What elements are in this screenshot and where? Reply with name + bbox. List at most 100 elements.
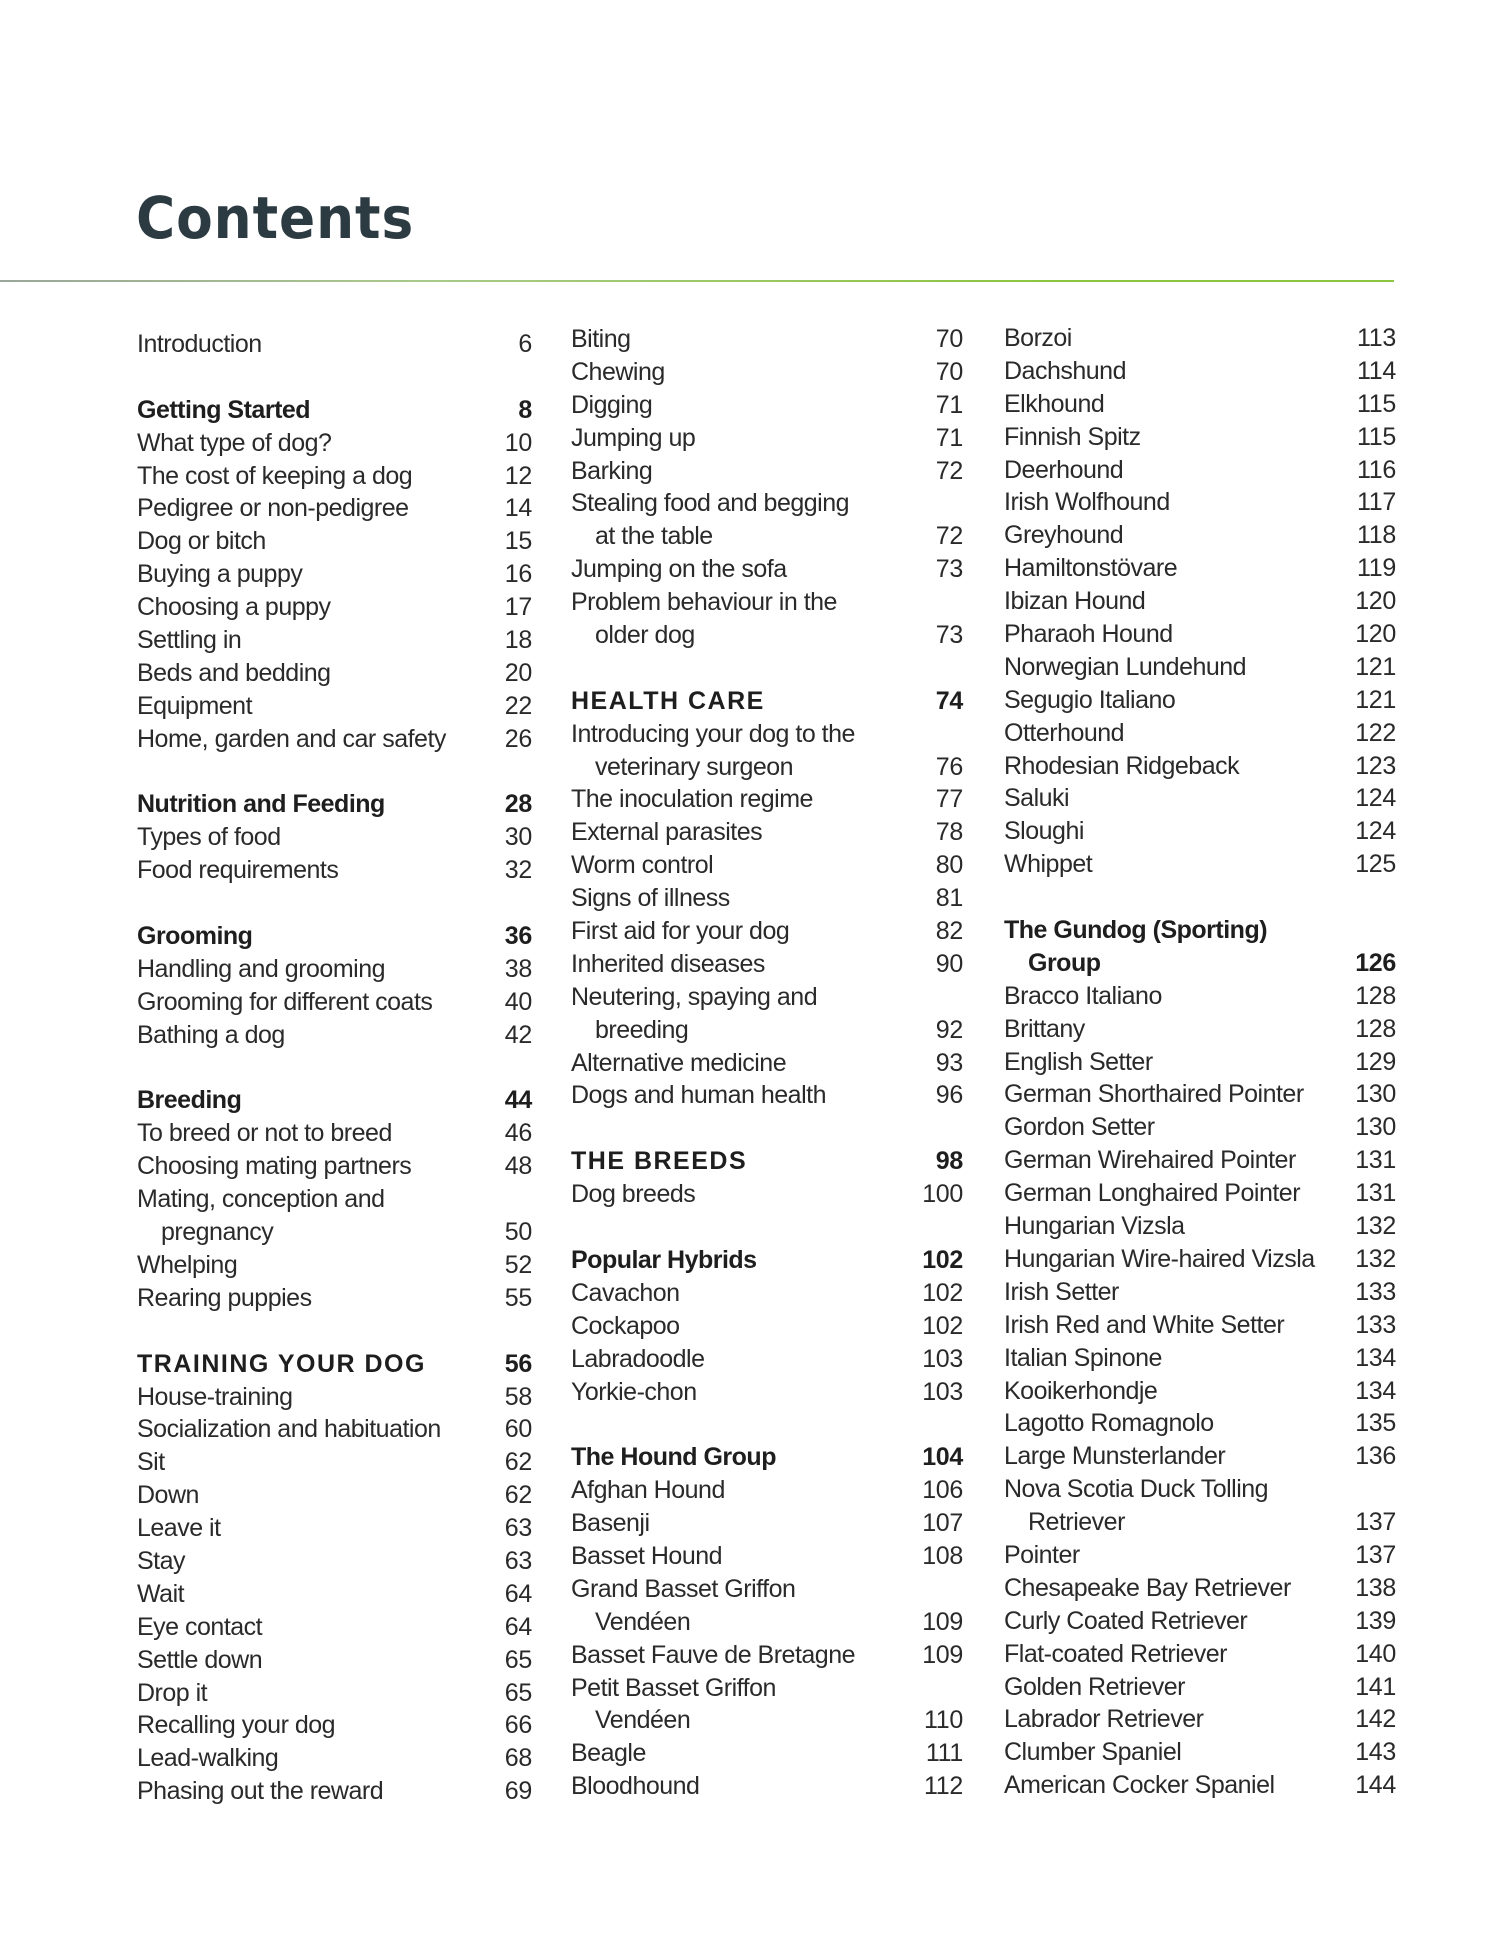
toc-entry[interactable]: Food requirements 32 (137, 854, 532, 887)
toc-entry[interactable]: German Longhaired Pointer 131 (1004, 1177, 1396, 1210)
toc-entry[interactable]: Bloodhound 112 (571, 1770, 963, 1803)
toc-entry[interactable]: Biting 70 (571, 323, 963, 356)
toc-entry[interactable]: German Wirehaired Pointer 131 (1004, 1144, 1396, 1177)
toc-entry[interactable]: Dog or bitch 15 (137, 525, 532, 558)
toc-entry[interactable]: Chesapeake Bay Retriever 138 (1004, 1572, 1396, 1605)
toc-entry[interactable]: Saluki 124 (1004, 782, 1396, 815)
toc-entry[interactable]: Greyhound 118 (1004, 519, 1396, 552)
toc-section-heading[interactable]: THE BREEDS 98 (571, 1145, 963, 1178)
toc-entry[interactable]: Yorkie-chon 103 (571, 1376, 963, 1409)
toc-entry[interactable]: Stealing food and begging (571, 487, 963, 520)
toc-entry[interactable]: Problem behaviour in the (571, 586, 963, 619)
toc-entry[interactable]: Inherited diseases 90 (571, 948, 963, 981)
toc-entry[interactable]: Irish Red and White Setter 133 (1004, 1309, 1396, 1342)
toc-entry[interactable]: Clumber Spaniel 143 (1004, 1736, 1396, 1769)
toc-entry[interactable]: Golden Retriever 141 (1004, 1671, 1396, 1704)
toc-entry[interactable]: Mating, conception and (137, 1183, 532, 1216)
toc-entry[interactable]: Ibizan Hound 120 (1004, 585, 1396, 618)
toc-entry[interactable]: Deerhound 116 (1004, 454, 1396, 487)
toc-entry[interactable]: American Cocker Spaniel 144 (1004, 1769, 1396, 1802)
toc-entry[interactable]: Equipment 22 (137, 690, 532, 723)
toc-entry[interactable]: Kooikerhondje 134 (1004, 1375, 1396, 1408)
toc-entry[interactable]: Stay 63 (137, 1545, 532, 1578)
toc-entry[interactable]: Brittany 128 (1004, 1013, 1396, 1046)
toc-entry[interactable]: Lead-walking 68 (137, 1742, 532, 1775)
toc-entry[interactable]: Rearing puppies 55 (137, 1282, 532, 1315)
toc-entry[interactable]: Hungarian Wire-haired Vizsla 132 (1004, 1243, 1396, 1276)
toc-entry[interactable]: Dog breeds 100 (571, 1178, 963, 1211)
toc-entry[interactable]: Eye contact 64 (137, 1611, 532, 1644)
toc-entry[interactable]: To breed or not to breed 46 (137, 1117, 532, 1150)
toc-entry[interactable]: Retriever 137 (1004, 1506, 1396, 1539)
toc-entry[interactable]: Buying a puppy 16 (137, 558, 532, 591)
toc-entry[interactable]: Bracco Italiano 128 (1004, 980, 1396, 1013)
toc-entry[interactable]: pregnancy 50 (137, 1216, 532, 1249)
toc-entry[interactable]: Labrador Retriever 142 (1004, 1703, 1396, 1736)
toc-section-heading[interactable]: The Hound Group 104 (571, 1441, 963, 1474)
toc-entry[interactable]: Drop it 65 (137, 1677, 532, 1710)
toc-entry[interactable]: Handling and grooming 38 (137, 953, 532, 986)
toc-entry[interactable]: Settle down 65 (137, 1644, 532, 1677)
toc-entry[interactable]: Otterhound 122 (1004, 717, 1396, 750)
toc-entry[interactable]: Irish Wolfhound 117 (1004, 486, 1396, 519)
toc-entry[interactable]: Hungarian Vizsla 132 (1004, 1210, 1396, 1243)
toc-section-heading[interactable]: Group 126 (1004, 947, 1396, 980)
toc-entry[interactable]: Borzoi 113 (1004, 322, 1396, 355)
toc-entry[interactable]: Elkhound 115 (1004, 388, 1396, 421)
toc-entry[interactable]: Vendéen 110 (571, 1704, 963, 1737)
toc-entry[interactable]: Pharaoh Hound 120 (1004, 618, 1396, 651)
toc-entry[interactable]: Norwegian Lundehund 121 (1004, 651, 1396, 684)
toc-entry[interactable]: Phasing out the reward 69 (137, 1775, 532, 1808)
toc-entry[interactable]: Worm control 80 (571, 849, 963, 882)
toc-entry[interactable]: Basenji 107 (571, 1507, 963, 1540)
toc-entry[interactable]: Introduction 6 (137, 328, 532, 361)
toc-entry[interactable]: Pointer 137 (1004, 1539, 1396, 1572)
toc-entry[interactable]: Dachshund 114 (1004, 355, 1396, 388)
toc-entry[interactable]: Socialization and habituation 60 (137, 1413, 532, 1446)
toc-entry[interactable]: German Shorthaired Pointer 130 (1004, 1078, 1396, 1111)
toc-entry[interactable]: Grooming for different coats 40 (137, 986, 532, 1019)
toc-entry[interactable]: Jumping on the sofa 73 (571, 553, 963, 586)
toc-entry[interactable]: Chewing 70 (571, 356, 963, 389)
toc-entry[interactable]: First aid for your dog 82 (571, 915, 963, 948)
toc-entry[interactable]: Rhodesian Ridgeback 123 (1004, 750, 1396, 783)
toc-entry[interactable]: Basset Hound 108 (571, 1540, 963, 1573)
toc-entry[interactable]: Leave it 63 (137, 1512, 532, 1545)
toc-entry[interactable]: Signs of illness 81 (571, 882, 963, 915)
toc-entry[interactable]: breeding 92 (571, 1014, 963, 1047)
toc-entry[interactable]: Barking 72 (571, 455, 963, 488)
toc-entry[interactable]: Basset Fauve de Bretagne 109 (571, 1639, 963, 1672)
toc-entry[interactable]: Vendéen 109 (571, 1606, 963, 1639)
toc-section-heading[interactable]: Breeding 44 (137, 1084, 532, 1117)
toc-section-heading[interactable]: Nutrition and Feeding 28 (137, 788, 532, 821)
toc-entry[interactable]: Curly Coated Retriever 139 (1004, 1605, 1396, 1638)
toc-entry[interactable]: Dogs and human health 96 (571, 1079, 963, 1112)
toc-entry[interactable]: Choosing a puppy 17 (137, 591, 532, 624)
toc-section-heading[interactable]: TRAINING YOUR DOG 56 (137, 1348, 532, 1381)
toc-entry[interactable]: Cavachon 102 (571, 1277, 963, 1310)
toc-entry[interactable]: Finnish Spitz 115 (1004, 421, 1396, 454)
toc-section-heading[interactable]: HEALTH CARE 74 (571, 685, 963, 718)
toc-entry[interactable]: Gordon Setter 130 (1004, 1111, 1396, 1144)
toc-entry[interactable]: Types of food 30 (137, 821, 532, 854)
toc-entry[interactable]: Whippet 125 (1004, 848, 1396, 881)
toc-section-heading[interactable]: Grooming 36 (137, 920, 532, 953)
toc-entry[interactable]: Beagle 111 (571, 1737, 963, 1770)
toc-entry[interactable]: Down 62 (137, 1479, 532, 1512)
toc-entry[interactable]: Lagotto Romagnolo 135 (1004, 1407, 1396, 1440)
toc-entry[interactable]: Alternative medicine 93 (571, 1047, 963, 1080)
toc-entry[interactable]: English Setter 129 (1004, 1046, 1396, 1079)
toc-entry[interactable]: The inoculation regime 77 (571, 783, 963, 816)
toc-entry[interactable]: Italian Spinone 134 (1004, 1342, 1396, 1375)
toc-entry[interactable]: Nova Scotia Duck Tolling (1004, 1473, 1396, 1506)
toc-entry[interactable]: Petit Basset Griffon (571, 1672, 963, 1705)
toc-entry[interactable]: Segugio Italiano 121 (1004, 684, 1396, 717)
toc-entry[interactable]: House-training 58 (137, 1381, 532, 1414)
toc-entry[interactable]: Afghan Hound 106 (571, 1474, 963, 1507)
toc-entry[interactable]: Wait 64 (137, 1578, 532, 1611)
toc-entry[interactable]: Sit 62 (137, 1446, 532, 1479)
toc-entry[interactable]: Sloughi 124 (1004, 815, 1396, 848)
toc-entry[interactable]: External parasites 78 (571, 816, 963, 849)
toc-entry[interactable]: The cost of keeping a dog 12 (137, 460, 532, 493)
toc-entry[interactable]: Beds and bedding 20 (137, 657, 532, 690)
